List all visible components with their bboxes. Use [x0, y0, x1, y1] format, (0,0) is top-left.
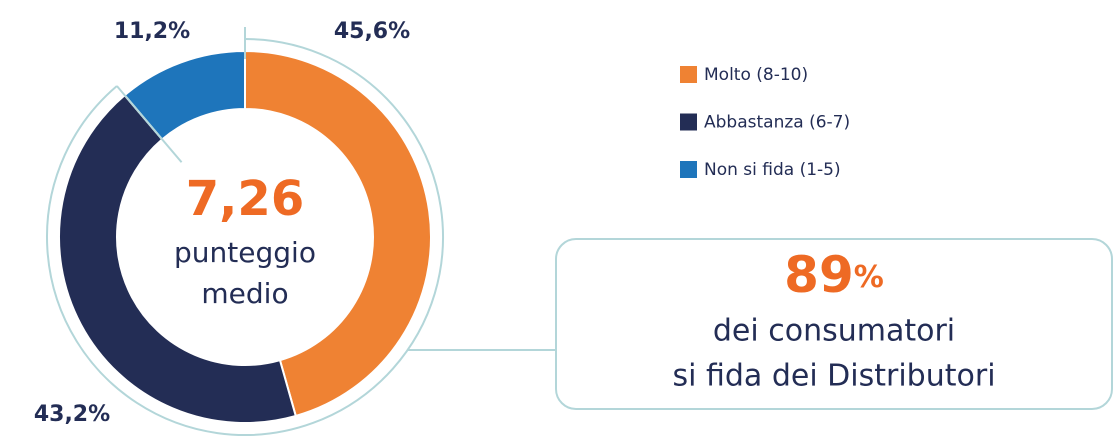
bracket-tick — [116, 85, 183, 163]
legend-swatch — [680, 113, 697, 131]
legend-label: Abbastanza (6-7) — [704, 113, 850, 133]
center-value: 7,26 — [186, 171, 304, 227]
value-label: 11,2% — [114, 19, 190, 44]
legend-label: Non si fida (1-5) — [704, 160, 841, 180]
callout-text: dei consumatori — [713, 314, 955, 349]
callout-unit: % — [854, 260, 884, 295]
bracket — [46, 38, 444, 436]
callout-value: 89% — [784, 246, 884, 304]
value-label: 43,2% — [34, 402, 110, 427]
slice — [58, 93, 298, 424]
value-label: 45,6% — [334, 19, 410, 44]
slice — [244, 49, 432, 418]
legend-swatch — [680, 66, 697, 83]
center-label: punteggio — [174, 236, 316, 269]
legend-label: Molto (8-10) — [704, 65, 808, 85]
callout-number: 89 — [784, 246, 854, 304]
callout-text: si fida dei Distributori — [672, 359, 995, 394]
center-label: medio — [201, 277, 288, 310]
callout-box — [555, 238, 1113, 410]
legend-swatch — [680, 161, 697, 178]
